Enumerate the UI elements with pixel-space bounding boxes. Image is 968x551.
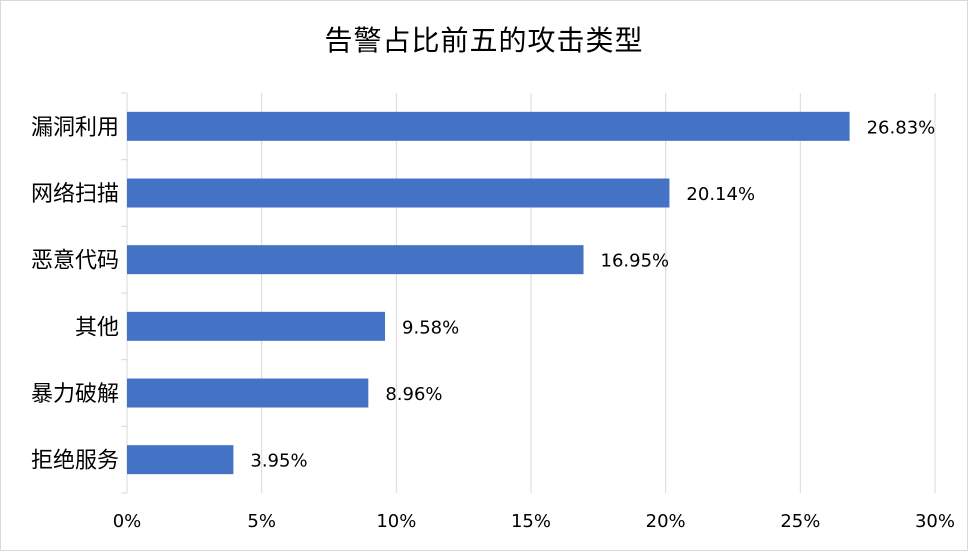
bar bbox=[127, 311, 386, 341]
x-tick-label: 10% bbox=[376, 511, 416, 532]
data-label: 3.95% bbox=[250, 451, 307, 472]
category-label: 漏洞利用 bbox=[31, 115, 119, 140]
x-tick-label: 30% bbox=[915, 511, 955, 532]
bar bbox=[127, 445, 234, 475]
category-label: 其他 bbox=[75, 315, 119, 340]
bar bbox=[127, 178, 670, 208]
x-tick-label: 0% bbox=[113, 511, 142, 532]
x-tick-label: 20% bbox=[646, 511, 686, 532]
data-label: 16.95% bbox=[601, 251, 670, 272]
x-tick-label: 25% bbox=[780, 511, 820, 532]
data-label: 9.58% bbox=[402, 317, 459, 338]
data-label: 20.14% bbox=[686, 184, 755, 205]
chart-title: 告警占比前五的攻击类型 bbox=[324, 24, 644, 57]
category-label: 网络扫描 bbox=[31, 182, 119, 207]
data-label: 8.96% bbox=[385, 384, 442, 405]
x-tick-label: 5% bbox=[247, 511, 276, 532]
bar bbox=[127, 111, 850, 141]
category-label: 暴力破解 bbox=[31, 382, 119, 407]
data-label: 26.83% bbox=[867, 117, 936, 138]
category-label: 恶意代码 bbox=[31, 249, 119, 274]
bar bbox=[127, 245, 584, 275]
x-tick-label: 15% bbox=[511, 511, 551, 532]
category-label: 拒绝服务 bbox=[31, 449, 119, 474]
bar bbox=[127, 378, 369, 408]
